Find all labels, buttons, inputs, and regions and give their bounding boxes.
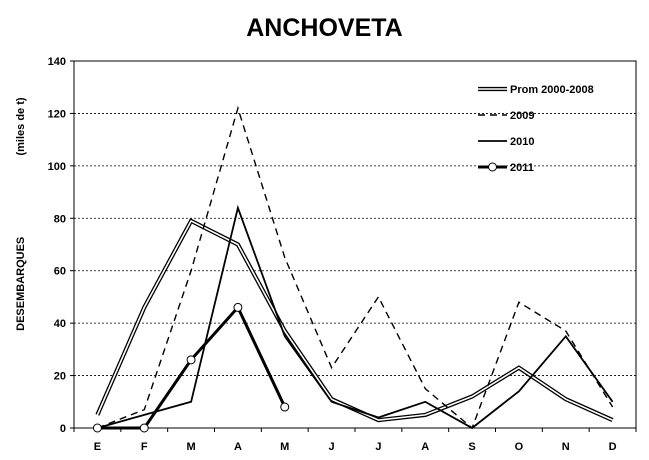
data-point [139, 423, 149, 433]
gridlines [74, 113, 636, 376]
data-point [92, 423, 102, 433]
y-axis-title: DESEMBARQUES [15, 237, 27, 331]
x-tick-label: F [141, 441, 148, 453]
data-point [280, 402, 290, 412]
series-layer [92, 105, 614, 433]
series-2 [97, 204, 614, 430]
legend: Prom 2000-2008 2009 2010 2011 [478, 84, 594, 174]
series-line [97, 304, 287, 430]
x-tick-label: N [562, 441, 570, 453]
x-tick-label: J [375, 441, 381, 453]
y-tick-label: 100 [48, 161, 66, 173]
x-tick-label: S [468, 441, 475, 453]
legend-item: 2010 [478, 136, 534, 148]
y-tick-label: 140 [48, 56, 66, 68]
y-tick-label: 120 [48, 108, 66, 120]
y-tick-label: 0 [60, 423, 66, 435]
y-tick-label: 40 [54, 318, 66, 330]
y-tick-label: 80 [54, 213, 66, 225]
x-tick-label: E [94, 441, 101, 453]
y-tick-label: 60 [54, 266, 66, 278]
x-tick-label: A [421, 441, 429, 453]
y-axis-ticks: 0 20 40 60 80 100 120 140 [48, 56, 74, 435]
x-tick-label: D [609, 441, 617, 453]
x-tick-label: O [515, 441, 524, 453]
series-1 [97, 105, 614, 430]
chart-title: ANCHOVETA [246, 14, 402, 42]
legend-label: 2010 [510, 136, 534, 148]
series-line [97, 105, 614, 430]
x-tick-label: J [329, 441, 335, 453]
legend-item: 2011 [478, 162, 534, 174]
data-point [186, 355, 196, 365]
x-tick-label: M [186, 441, 195, 453]
data-point [233, 302, 243, 312]
legend-item: 2009 [478, 110, 534, 122]
series-3 [92, 302, 290, 433]
legend-marker [488, 162, 497, 172]
plot-frame [73, 60, 637, 429]
y-axis-label: DESEMBARQUES (miles de t) [15, 97, 27, 331]
y-axis-unit: (miles de t) [15, 97, 27, 155]
x-tick-label: A [234, 441, 242, 453]
legend-label: Prom 2000-2008 [510, 84, 594, 96]
y-tick-label: 20 [54, 371, 66, 383]
x-tick-label: M [280, 441, 289, 453]
legend-label: 2009 [510, 110, 534, 122]
series-line [97, 204, 614, 430]
legend-label: 2011 [510, 162, 534, 174]
legend-item: Prom 2000-2008 [478, 84, 594, 96]
